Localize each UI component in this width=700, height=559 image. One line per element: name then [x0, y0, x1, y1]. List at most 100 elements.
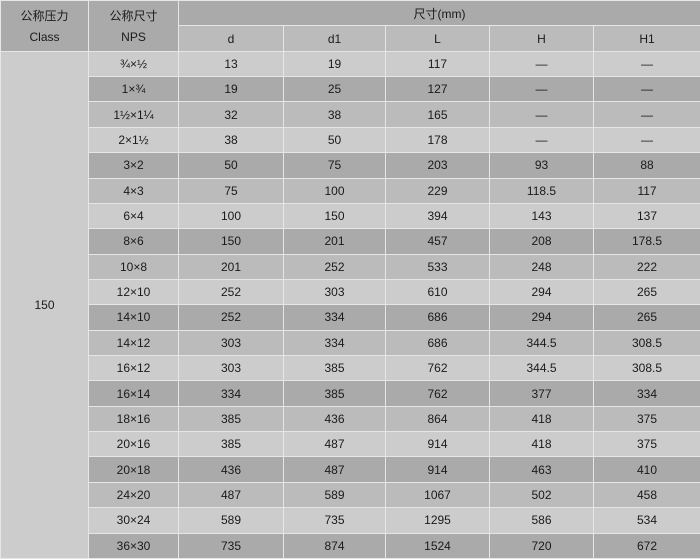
table-row: 16×14 334 385 762 377 334 — [1, 380, 700, 407]
table-row: 24×20 487 589 1067 502 458 — [1, 481, 700, 509]
cell-h1: 137 — [592, 202, 700, 230]
cell-h1: — — [592, 76, 700, 103]
cell-l: 117 — [385, 50, 490, 78]
cell-nps: 10×8 — [88, 253, 179, 280]
cell-h: 720 — [489, 532, 594, 559]
cell-nps: 3×2 — [88, 152, 179, 179]
cell-d1: 100 — [283, 177, 386, 204]
cell-h1: 375 — [592, 405, 700, 433]
cell-d: 252 — [178, 278, 284, 306]
cell-h1: — — [592, 101, 700, 128]
cell-h1: 308.5 — [592, 329, 700, 357]
cell-h1: 222 — [592, 253, 700, 280]
cell-l: 1295 — [385, 507, 490, 534]
table-row: 20×18 436 487 914 463 410 — [1, 456, 700, 483]
table-row: 2×1½ 38 50 178— — — [1, 126, 700, 154]
nps-header-en: NPS — [121, 30, 146, 45]
cell-h: 463 — [489, 456, 594, 483]
cell-h: 418 — [489, 431, 594, 458]
cell-nps: 16×14 — [88, 380, 179, 407]
cell-h1: 534 — [592, 507, 700, 534]
cell-h: 208 — [489, 228, 594, 255]
cell-h1: 265 — [592, 278, 700, 306]
cell-l: 686 — [385, 304, 490, 331]
table-row: 3×2 50 75 203 93 88 — [1, 152, 700, 179]
cell-h1: 88 — [592, 152, 700, 179]
cell-h: 586 — [489, 507, 594, 534]
cell-h1: 308.5 — [592, 355, 700, 382]
cell-nps: 30×24 — [88, 507, 179, 534]
cell-d1: 874 — [283, 532, 386, 559]
dimensions-header: 尺寸(mm) — [177, 0, 700, 27]
header-row-1: 公称压力 Class 公称尺寸 NPS 尺寸(mm) — [0, 0, 700, 52]
cell-h1: 117 — [592, 177, 700, 204]
cell-l: 864 — [385, 405, 490, 433]
table-row: 16×12 303 385 762 344.5 308.5 — [1, 355, 700, 382]
cell-d: 334 — [178, 380, 284, 407]
table-row: 18×16 385 436 864 418 375 — [1, 405, 700, 433]
class-header: 公称压力 Class — [0, 0, 89, 52]
cell-l: 914 — [385, 431, 490, 458]
cell-d1: 150 — [283, 202, 386, 230]
nps-header: 公称尺寸 NPS — [88, 0, 179, 52]
cell-h: 377 — [489, 380, 594, 407]
cell-h: 143 — [489, 202, 594, 230]
table-row: 10×8 201 252 533 248 222 — [1, 253, 700, 280]
cell-nps: 12×10 — [88, 278, 179, 306]
cell-d1: 201 — [283, 228, 386, 255]
cell-nps: 20×16 — [88, 431, 179, 458]
cell-nps: 1½×1¼ — [88, 101, 179, 128]
cell-d: 19 — [178, 76, 284, 103]
cell-nps: 14×10 — [88, 304, 179, 331]
cell-d1: 19 — [283, 50, 386, 78]
cell-l: 394 — [385, 202, 490, 230]
cell-d1: 38 — [283, 101, 386, 128]
table-row: 150 ¾×½ 13 19 117— — — [0, 50, 700, 559]
class-header-en: Class — [29, 30, 60, 45]
cell-d1: 589 — [283, 481, 386, 509]
cell-nps: 8×6 — [88, 228, 179, 255]
class-value: 150 — [0, 50, 89, 559]
cell-h1: 334 — [592, 380, 700, 407]
cell-h: 344.5 — [489, 329, 594, 357]
cell-l: 127 — [385, 76, 490, 103]
cell-h: 344.5 — [489, 355, 594, 382]
cell-h: — — [489, 126, 594, 154]
cell-d: 201 — [178, 253, 284, 280]
cell-nps: 6×4 — [88, 202, 179, 230]
cell-h: 418 — [489, 405, 594, 433]
col-header-h: H — [489, 25, 594, 52]
cell-nps: 2×1½ — [88, 126, 179, 154]
cell-h1: 375 — [592, 431, 700, 458]
cell-nps: 18×16 — [88, 405, 179, 433]
cell-l: 1524 — [385, 532, 490, 559]
cell-nps: 20×18 — [88, 456, 179, 483]
cell-l: 203 — [385, 152, 490, 179]
cell-h: 118.5 — [489, 177, 594, 204]
cell-d1: 334 — [283, 304, 386, 331]
header-row-2: d d1 L H H1 — [1, 25, 700, 52]
nps-header-cn: 公称尺寸 — [109, 9, 158, 24]
cell-d: 303 — [178, 355, 284, 382]
col-header-d: d — [178, 25, 284, 52]
table-row: 14×10 252 334 686 294 265 — [1, 304, 700, 331]
cell-l: 533 — [385, 253, 490, 280]
cell-l: 1067 — [385, 481, 490, 509]
cell-h: 294 — [489, 278, 594, 306]
cell-h: — — [489, 101, 594, 128]
cell-d: 32 — [178, 101, 284, 128]
cell-l: 457 — [385, 228, 490, 255]
cell-d: 589 — [178, 507, 284, 534]
cell-d1: 487 — [283, 456, 386, 483]
cell-d1: 735 — [283, 507, 386, 534]
cell-h: — — [489, 50, 594, 78]
cell-d1: 75 — [283, 152, 386, 179]
cell-h: 248 — [489, 253, 594, 280]
col-header-h1: H1 — [592, 25, 700, 52]
cell-nps: 1×¾ — [88, 76, 179, 103]
table-row: 14×12 303 334 686 344.5 308.5 — [1, 329, 700, 357]
table-row: 12×10 252 303 610 294 265 — [1, 278, 700, 306]
cell-h: 294 — [489, 304, 594, 331]
cell-d1: 50 — [283, 126, 386, 154]
